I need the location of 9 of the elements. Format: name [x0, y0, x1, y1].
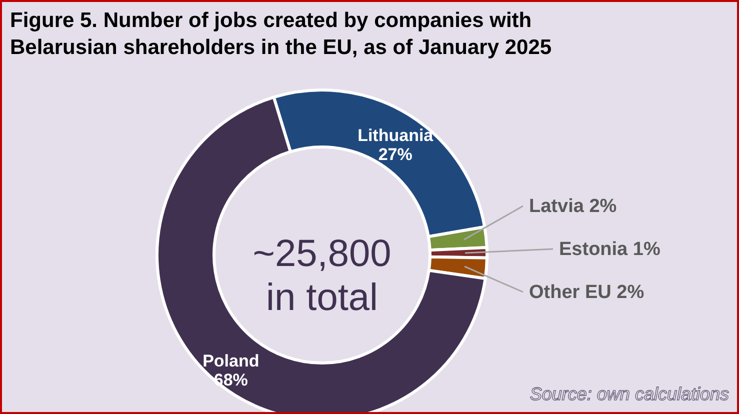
- data-label: 27%: [378, 144, 412, 164]
- text: ~25,800 in total: [252, 233, 392, 319]
- source-note: Source: own calculations: [530, 384, 729, 404]
- slice-label: Estonia 1%: [559, 239, 660, 260]
- slice-label: Lithuania: [358, 126, 434, 145]
- slice-label: Other EU 2%: [529, 282, 644, 303]
- slice-label: Poland: [202, 351, 260, 370]
- chart-title: Figure 5. Number of jobs created by companies with Belarusian shareholders in the EU, as of January 2025: [10, 9, 552, 59]
- slice-label: Latvia 2%: [529, 196, 617, 217]
